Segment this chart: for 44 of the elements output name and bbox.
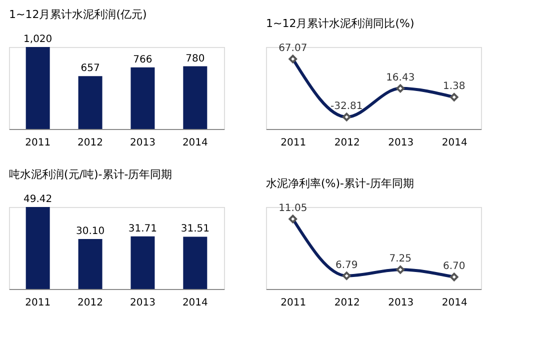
bar: [183, 236, 208, 289]
x-tick-label: 2011: [25, 138, 51, 148]
data-label: 49.42: [24, 194, 52, 205]
x-tick-label: 2011: [25, 298, 51, 308]
bar: [130, 67, 155, 129]
data-label: 780: [186, 53, 205, 64]
data-label: 7.25: [389, 254, 412, 265]
chart-title: 1~12月累计水泥利润(亿元): [9, 8, 147, 21]
chart-title: 1~12月累计水泥利润同比(%): [266, 17, 414, 30]
x-tick-label: 2013: [130, 138, 156, 148]
x-tick-label: 2014: [442, 298, 468, 308]
data-label: 6.79: [335, 260, 358, 271]
data-label: 1.38: [442, 81, 466, 92]
data-label: 657: [80, 63, 100, 74]
x-tick-label: 2014: [182, 138, 208, 148]
data-label: 31.51: [180, 224, 210, 235]
data-label: 67.07: [278, 43, 308, 54]
bar: [78, 76, 102, 129]
data-label: 1,020: [24, 34, 52, 45]
bar: [183, 66, 208, 129]
data-label: -32.81: [330, 101, 363, 112]
x-tick-label: 2012: [78, 298, 104, 308]
chart-title: 水泥净利率(%)-累计-历年同期: [266, 177, 414, 190]
data-label: 31.71: [128, 223, 158, 234]
x-tick-label: 2012: [334, 298, 360, 308]
x-tick-label: 2014: [182, 298, 208, 308]
x-tick-label: 2011: [280, 298, 306, 308]
x-tick-label: 2013: [388, 298, 414, 308]
data-label: 16.43: [386, 72, 415, 84]
data-label: 11.05: [278, 203, 308, 214]
x-tick-label: 2012: [334, 138, 360, 148]
data-label: 766: [133, 54, 152, 66]
bar: [26, 47, 50, 129]
x-tick-label: 2012: [78, 138, 104, 148]
bar: [26, 207, 50, 289]
bar: [78, 239, 102, 289]
x-tick-label: 2013: [130, 298, 156, 308]
chart-title: 吨水泥利润(元/吨)-累计-历年同期: [9, 168, 172, 181]
x-tick-label: 2014: [442, 138, 468, 148]
x-tick-label: 2013: [388, 138, 414, 148]
data-label: 30.10: [76, 226, 105, 238]
data-label: 6.70: [442, 261, 466, 272]
bar: [130, 236, 155, 289]
x-tick-label: 2011: [280, 138, 306, 148]
